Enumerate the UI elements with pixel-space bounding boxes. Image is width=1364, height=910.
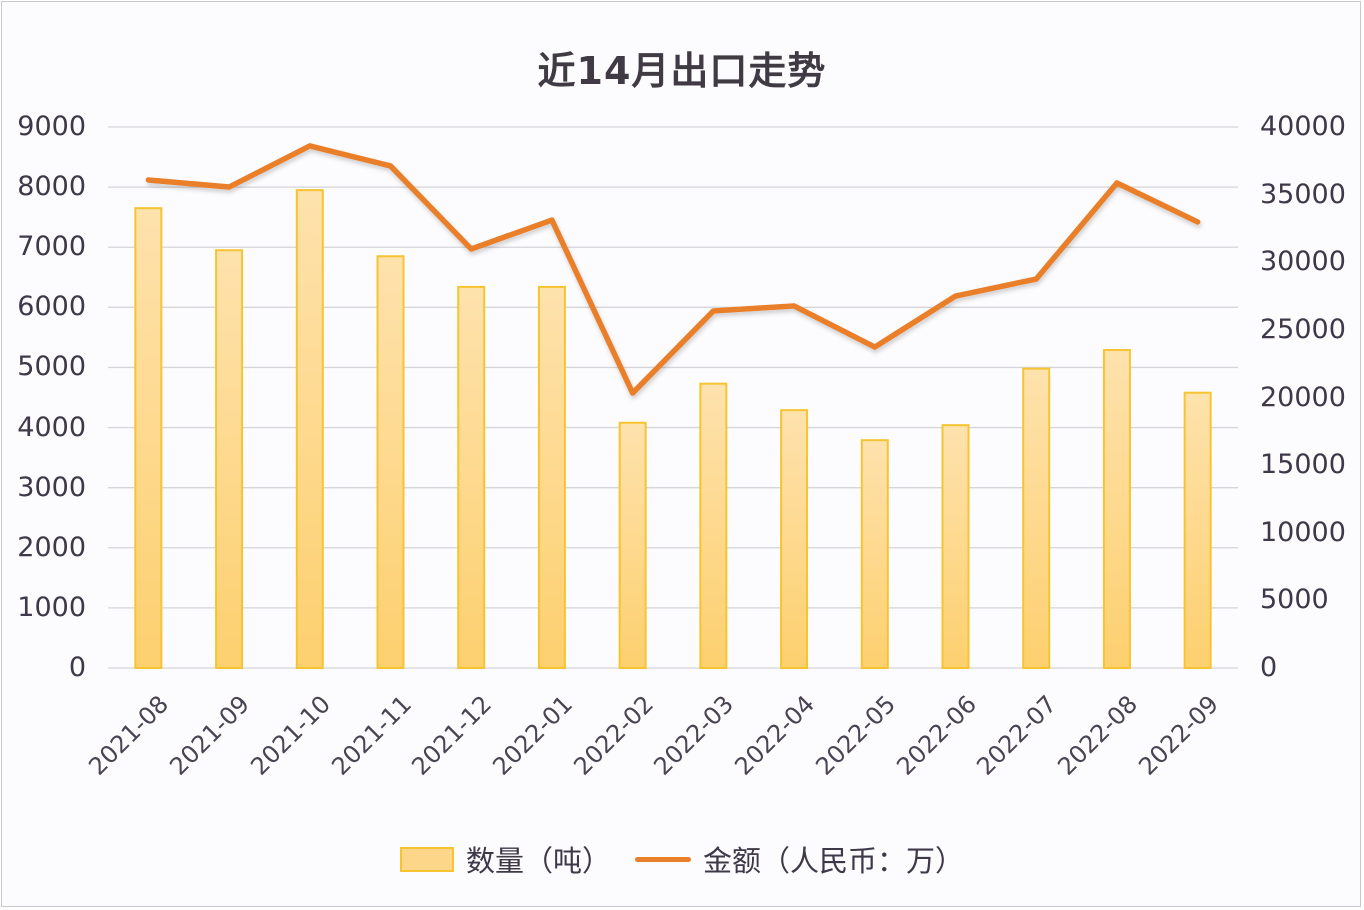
left-axis-tick: 8000 [17,171,86,203]
right-axis-tick: 10000 [1260,516,1346,548]
right-axis-tick: 20000 [1260,381,1346,413]
bar-2022-07 [1022,367,1051,669]
bar-2021-08 [134,207,163,669]
bar-2021-12 [457,285,486,669]
legend-line-label: 金额（人民币：万） [703,844,965,878]
amount-line [145,143,1201,396]
left-axis-tick: 7000 [17,231,86,263]
bar-2022-08 [1102,349,1131,669]
legend-bar-swatch-icon [399,846,454,872]
right-axis-tick: 15000 [1260,449,1346,481]
left-axis-tick: 3000 [17,471,86,503]
right-axis-tick: 5000 [1260,584,1329,616]
left-axis-tick: 1000 [17,591,86,623]
left-axis-tick: 0 [68,652,86,683]
bar-2022-02 [618,421,647,669]
legend-bar-label: 数量（吨） [465,844,611,878]
right-axis-tick: 0 [1260,652,1278,683]
left-axis-tick: 5000 [17,351,86,383]
left-axis-tick: 9000 [17,111,86,142]
left-axis-tick: 2000 [17,531,86,563]
right-axis-tick: 40000 [1260,111,1346,142]
bar-2022-05 [860,439,889,669]
bar-2021-09 [215,249,244,669]
right-axis-tick: 25000 [1260,313,1346,345]
chart-title: 近14月出口走势 [537,49,827,93]
right-axis-tick: 35000 [1260,178,1346,210]
bar-2022-06 [941,424,970,670]
bar-2022-01 [537,285,566,669]
bar-2022-09 [1183,391,1212,669]
legend-line-swatch-icon [635,856,691,862]
left-axis-tick: 4000 [17,411,86,443]
bar-2022-04 [780,409,809,669]
right-axis-tick: 30000 [1260,246,1346,278]
bar-2021-10 [295,189,324,669]
bar-2021-11 [376,255,405,669]
left-axis-tick: 6000 [17,291,86,323]
bar-2022-03 [699,382,728,669]
legend: 数量（吨） 金额（人民币：万） [0,838,1364,880]
